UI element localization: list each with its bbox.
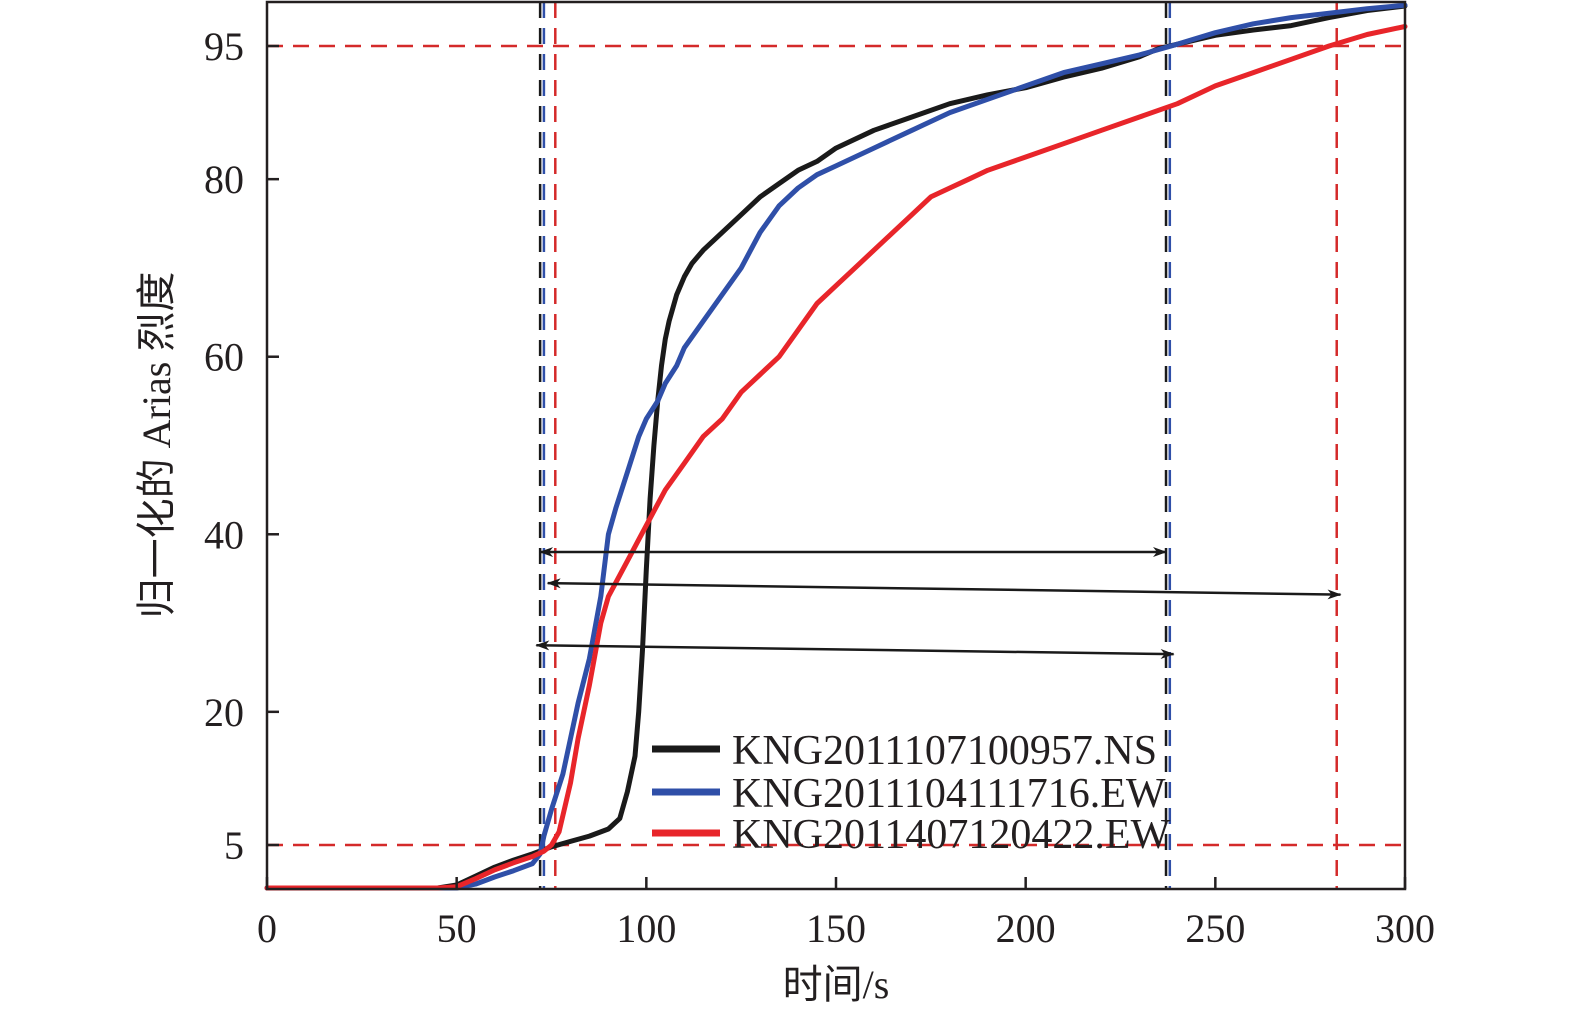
series-layer xyxy=(264,2,1408,891)
duration-arrow-2 xyxy=(535,640,1175,659)
legend-label-1: KNG2011104111716.EW xyxy=(732,771,1166,817)
y-tick-label-5: 5 xyxy=(224,823,244,868)
x-tick-label-50: 50 xyxy=(437,906,477,951)
legend: KNG2011107100957.NSKNG2011104111716.EWKN… xyxy=(652,728,1171,858)
y-tick-label-20: 20 xyxy=(204,690,244,735)
legend-label-2: KNG2011407120422.EW xyxy=(732,812,1171,858)
y-tick-label-60: 60 xyxy=(204,335,244,380)
x-tick-label-0: 0 xyxy=(257,906,277,951)
x-tick-label-150: 150 xyxy=(806,906,866,951)
duration-arrow-1 xyxy=(546,578,1342,600)
legend-label-0: KNG2011107100957.NS xyxy=(732,728,1157,774)
axis-ticks: 0 50 100 150 200 250 300 5 20 40 60 80 95 xyxy=(204,24,1435,951)
x-tick-label-200: 200 xyxy=(996,906,1056,951)
series-line-0 xyxy=(264,3,1408,891)
x-tick-label-250: 250 xyxy=(1185,906,1245,951)
duration-arrows xyxy=(535,547,1342,659)
x-tick-label-300: 300 xyxy=(1375,906,1435,951)
reference-lines xyxy=(267,2,1405,889)
x-tick-label-100: 100 xyxy=(616,906,676,951)
x-axis-title: 时间/s xyxy=(783,962,890,1007)
y-tick-label-80: 80 xyxy=(204,157,244,202)
y-axis-title: 归一化的 Arias 烈度 xyxy=(134,272,179,619)
y-tick-label-95: 95 xyxy=(204,24,244,69)
y-tick-label-40: 40 xyxy=(204,512,244,557)
series-line-1 xyxy=(264,2,1408,891)
series-line-2 xyxy=(264,24,1408,891)
